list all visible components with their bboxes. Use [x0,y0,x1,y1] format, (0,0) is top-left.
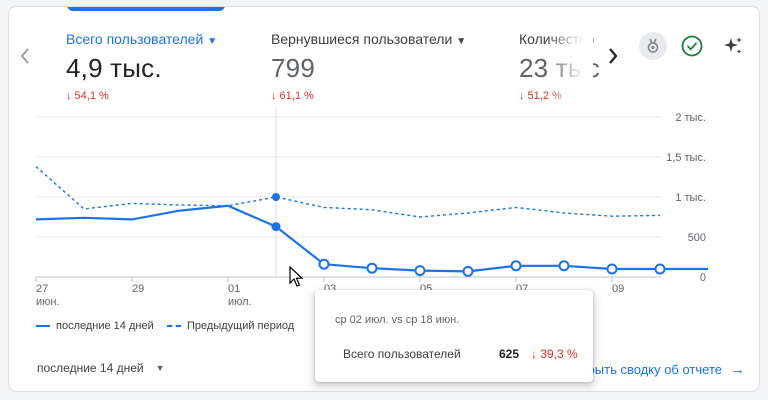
y-tick-label: 1 тыс. [675,192,706,204]
series-point-current [414,265,426,277]
x-tick-month: июн. [36,296,60,308]
metric-value: 799 [271,53,315,83]
series-point-current [366,262,378,274]
series-point-current [462,265,474,277]
arrow-right-icon: → [730,361,745,378]
metric-change: ↓ 54,1 % [66,90,109,102]
series-line-previous [35,166,661,218]
series-point-current [558,260,570,272]
series-point-current [510,260,522,272]
chevron-right-icon[interactable] [606,47,620,69]
dropdown-caret-icon[interactable]: ▼ [207,36,218,47]
chart-tooltip: ср 02 июл. vs ср 18 июн. Всего пользоват… [315,290,593,382]
check-circle-icon[interactable] [678,32,706,60]
x-tick-label: 29 [132,283,144,295]
view-report-link[interactable]: Открыть сводку об отчете → [566,361,745,378]
highlight-point-current [271,222,281,232]
x-tick-label: 27 [36,283,48,295]
y-tick-label: 2 тыс. [675,112,706,124]
y-tick-label: 1,5 тыс. [666,152,706,164]
tooltip-row: Всего пользователей 625 ↓ 39,3 % [343,347,578,361]
series-point-current [606,263,618,275]
date-range-dropdown[interactable]: последние 14 дней ▼ [37,361,165,375]
metric-change: ↓ 61,1 % [271,90,314,102]
x-tick-label: 09 [612,283,624,295]
report-link-label: Открыть сводку об отчете [565,362,722,377]
overview-card: Всего пользователей ▼ 4,9 тыс. ↓ 54,1 % В… [8,6,760,392]
x-tick-month: июл. [228,296,252,308]
metric-card-total-users[interactable]: Всего пользователей ▼ 4,9 тыс. ↓ 54,1 % [66,31,217,102]
dropdown-caret-icon[interactable]: ▼ [456,36,467,47]
tooltip-value: 625 [498,347,519,361]
highlight-point-previous [272,193,280,201]
solid-line-swatch [36,325,50,327]
tooltip-change: ↓ 39,3 % [531,347,578,361]
sparkle-icon[interactable] [719,32,747,60]
y-tick-label: 0 [700,272,706,284]
metric-label: Всего пользователей ▼ [66,31,218,47]
dropdown-caret-icon: ▼ [155,363,165,373]
chevron-left-icon[interactable] [18,47,32,69]
metric-value: 4,9 тыс. [66,53,162,83]
mouse-cursor-icon [289,266,304,287]
series-line-current [35,204,708,273]
metric-card-returning-users[interactable]: Вернувшиеся пользователи ▼ 799 ↓ 61,1 % [271,31,466,102]
medal-icon[interactable] [639,32,667,60]
legend-label: Предыдущий период [187,320,295,332]
y-tick-label: 500 [688,232,706,244]
tooltip-date: ср 02 июл. vs ср 18 июн. [335,314,460,326]
series-point-current [318,258,330,270]
metric-label: Вернувшиеся пользователи ▼ [271,31,467,47]
dashed-line-swatch [167,325,181,327]
legend-label: последние 14 дней [56,320,154,332]
series-point-current [654,263,666,275]
legend-item-current[interactable]: последние 14 дней [36,320,154,332]
x-tick-label: 01 [228,283,240,295]
active-tab-indicator [67,7,225,11]
legend-item-previous[interactable]: Предыдущий период [167,320,294,332]
metrics-fade-overlay [547,23,593,103]
date-range-label: последние 14 дней [37,361,144,375]
tooltip-metric-label: Всего пользователей [343,347,461,361]
